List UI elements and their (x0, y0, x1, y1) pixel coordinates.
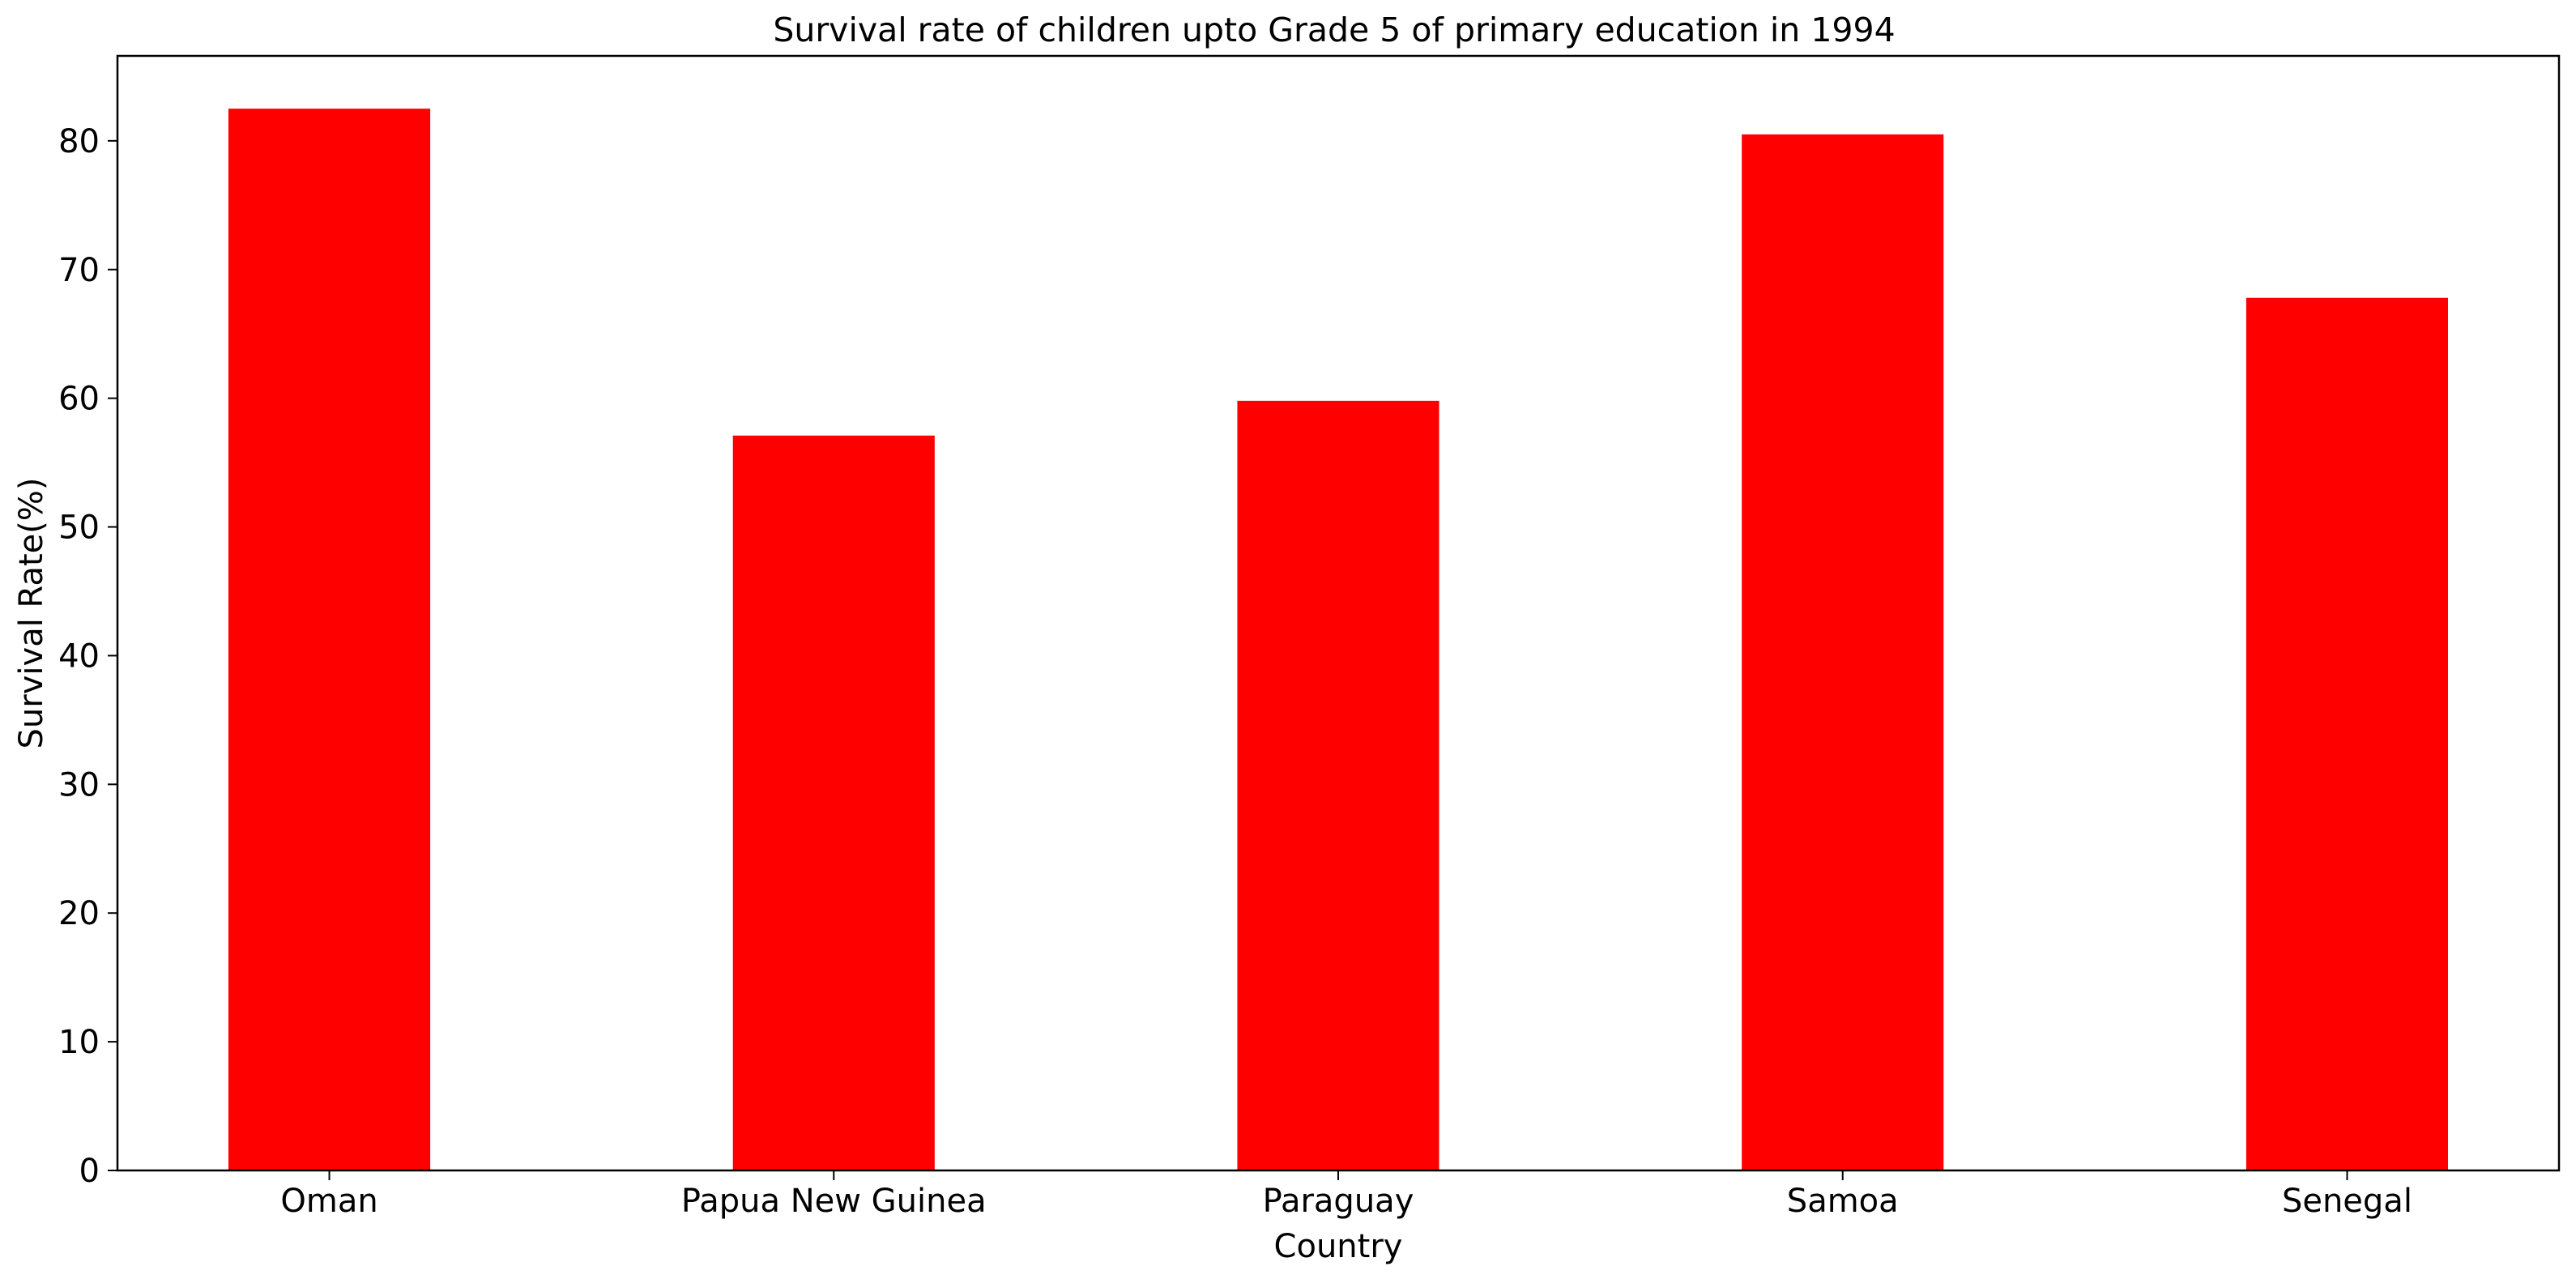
y-axis-ticks: 0 10 20 30 40 50 60 70 80 (58, 123, 117, 1190)
y-tick-label: 10 (58, 1024, 100, 1061)
y-axis-title: Survival Rate(%) (13, 478, 50, 749)
y-tick-label: 50 (58, 509, 100, 547)
x-tick-label: Samoa (1787, 1183, 1899, 1220)
x-axis-title: Country (1274, 1228, 1403, 1265)
y-tick-label: 0 (79, 1153, 100, 1190)
y-tick-label: 20 (58, 895, 100, 932)
x-tick-label: Oman (280, 1183, 377, 1220)
bars-layer (228, 109, 2448, 1171)
bar-samoa (1742, 134, 1944, 1170)
y-tick-label: 30 (58, 766, 100, 804)
y-tick-label: 80 (58, 123, 100, 160)
bar-senegal (2245, 297, 2448, 1171)
bar-oman (228, 109, 431, 1170)
bar-paraguay (1237, 400, 1439, 1171)
x-tick-label: Papua New Guinea (681, 1183, 987, 1220)
y-tick-label: 70 (58, 252, 100, 289)
x-tick-label: Paraguay (1263, 1183, 1414, 1220)
bar-papua-new-guinea (732, 435, 935, 1170)
y-tick-label: 40 (58, 637, 100, 675)
x-axis-ticks: Oman Papua New Guinea Paraguay Samoa Senegal (280, 1170, 2412, 1220)
y-tick-label: 60 (58, 381, 100, 418)
chart-title: Survival rate of children upto Grade 5 o… (773, 11, 1895, 49)
plot-frame (116, 54, 2561, 1172)
x-tick-label: Senegal (2282, 1183, 2412, 1220)
